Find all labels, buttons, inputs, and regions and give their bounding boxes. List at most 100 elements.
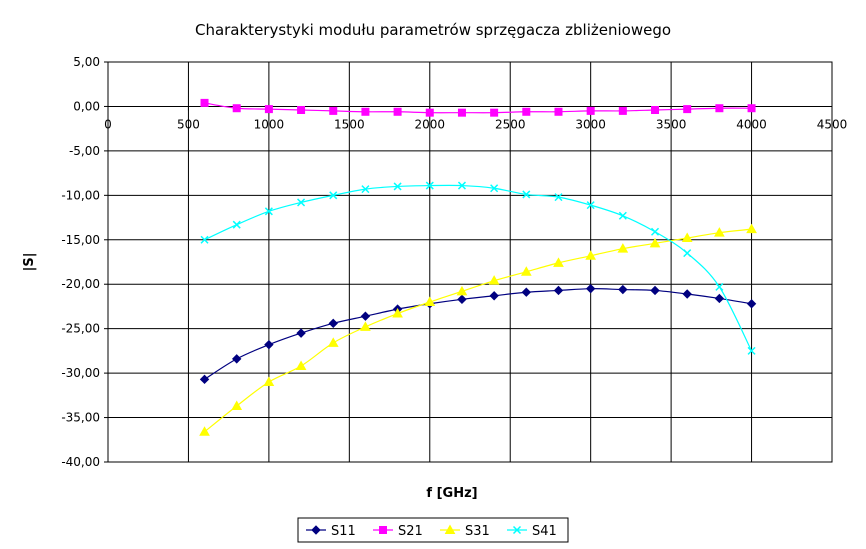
data-point-s41 — [264, 207, 273, 216]
data-point-s21 — [683, 105, 692, 114]
data-point-s11 — [296, 328, 306, 338]
data-point-s31 — [392, 308, 403, 318]
data-point-s31 — [681, 232, 693, 242]
data-point-s31 — [327, 337, 339, 347]
plot-frame — [107, 61, 833, 463]
data-point-s21 — [393, 107, 402, 116]
data-point-s41 — [618, 211, 627, 220]
data-point-s11 — [489, 291, 499, 301]
data-point-s31 — [649, 237, 661, 248]
legend-label-s11: S11 — [331, 524, 356, 539]
data-point-s41 — [683, 249, 692, 258]
y-tick-label: -10,00 — [61, 188, 100, 202]
data-point-s11 — [650, 285, 660, 296]
data-point-s21 — [297, 106, 306, 114]
y-tick-label: 5,00 — [73, 55, 100, 69]
data-point-s11 — [714, 293, 725, 304]
series-s21 — [200, 98, 756, 117]
data-point-s11 — [232, 354, 242, 364]
data-point-s21 — [554, 107, 563, 116]
grid-lines — [104, 61, 833, 463]
data-point-s11 — [618, 284, 628, 295]
data-point-s11 — [553, 285, 564, 296]
series-s11 — [199, 283, 757, 385]
data-point-s41 — [522, 190, 531, 199]
data-point-s31 — [295, 360, 307, 370]
data-point-s41 — [361, 185, 370, 194]
data-point-s11 — [521, 287, 532, 297]
data-point-s41 — [425, 181, 434, 190]
data-point-s41 — [457, 181, 466, 190]
chart-title: Charakterystyki modułu parametrów sprzęg… — [195, 21, 671, 39]
x-tick-label: 2000 — [415, 117, 446, 131]
legend-marker-s41 — [512, 525, 522, 535]
legend-label-s21: S21 — [398, 524, 423, 539]
legend-item-s41: S41 — [507, 524, 557, 539]
data-point-s41 — [650, 227, 660, 236]
data-point-s31 — [456, 285, 468, 296]
data-point-s21 — [425, 108, 434, 117]
y-tick-label: -20,00 — [61, 277, 100, 291]
data-point-s21 — [747, 104, 756, 113]
data-point-s21 — [457, 108, 466, 117]
series-layer — [199, 98, 757, 436]
x-tick-label: 500 — [177, 117, 200, 131]
x-tick-label: 3500 — [656, 117, 687, 131]
x-tick-label: 4000 — [736, 117, 767, 131]
x-tick-label: 1000 — [254, 117, 285, 131]
plot-area: 0 500 1000 1500 2000 2500 3000 3500 4000 4500 5,0… — [61, 55, 847, 469]
data-point-s31 — [231, 400, 243, 410]
data-point-s21 — [490, 108, 499, 117]
legend-marker-s31 — [444, 524, 456, 534]
legend-marker-s21 — [379, 526, 387, 534]
data-point-s41 — [586, 201, 595, 210]
data-point-s31 — [263, 376, 275, 386]
y-tick-label: -15,00 — [61, 233, 100, 247]
data-point-s21 — [361, 107, 370, 116]
x-axis-label: f [GHz] — [426, 486, 477, 501]
legend: S11 S21 S31 S41 — [297, 517, 569, 543]
data-point-s11 — [264, 339, 274, 350]
series-s41 — [200, 181, 756, 355]
data-point-s11 — [360, 311, 371, 321]
x-tick-label: 4500 — [817, 117, 848, 131]
y-tick-label: -25,00 — [61, 322, 100, 336]
x-tick-label: 2500 — [495, 117, 526, 131]
data-point-s41 — [200, 235, 209, 244]
data-point-s21 — [715, 104, 724, 113]
data-point-s21 — [200, 98, 209, 107]
legend-item-s11: S11 — [306, 524, 356, 539]
data-point-s41 — [232, 220, 241, 229]
data-point-s11 — [682, 289, 692, 299]
y-tick-label: -5,00 — [69, 144, 100, 158]
data-point-s11 — [199, 374, 210, 385]
data-point-s21 — [329, 106, 338, 115]
data-point-s11 — [457, 294, 467, 305]
legend-item-s31: S31 — [440, 524, 490, 539]
legend-marker-s11 — [311, 525, 321, 535]
data-point-s31 — [746, 223, 757, 234]
data-point-s21 — [651, 106, 660, 114]
series-line-s41 — [204, 184, 753, 352]
y-tick-label: 0,00 — [73, 99, 100, 113]
data-point-s21 — [232, 104, 241, 113]
data-point-s31 — [553, 257, 564, 267]
legend-label-s31: S31 — [465, 524, 490, 539]
data-point-s41 — [490, 184, 499, 193]
data-point-s41 — [747, 346, 756, 355]
data-point-s41 — [554, 193, 563, 202]
data-point-s11 — [328, 318, 338, 329]
data-point-s21 — [586, 106, 595, 115]
y-tick-label: -40,00 — [61, 455, 100, 469]
data-point-s41 — [329, 191, 338, 200]
x-tick-label: 3000 — [575, 117, 606, 131]
data-point-s11 — [746, 299, 757, 309]
y-tick-labels: 5,00 0,00 -5,00 -10,00 -15,00 -20,00 -25,00 -30… — [61, 55, 100, 469]
legend-label-s41: S41 — [532, 524, 557, 539]
y-tick-label: -30,00 — [61, 366, 100, 380]
data-point-s21 — [522, 107, 531, 116]
x-tick-labels: 0 500 1000 1500 2000 2500 3000 3500 4000 4500 — [104, 117, 847, 131]
data-point-s31 — [520, 266, 532, 276]
series-s31 — [199, 223, 757, 436]
